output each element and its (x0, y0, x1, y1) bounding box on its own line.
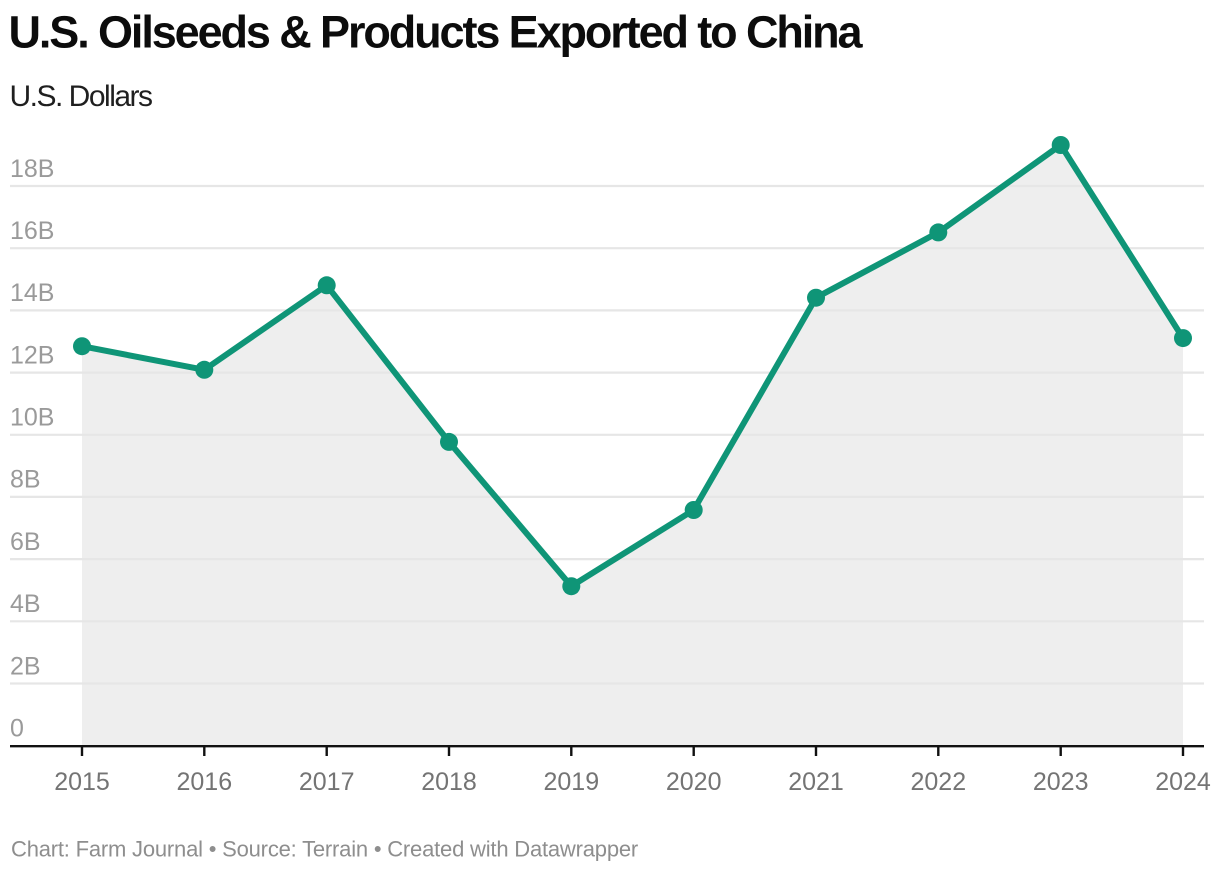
svg-text:2015: 2015 (54, 768, 110, 796)
svg-text:2018: 2018 (421, 768, 477, 796)
svg-text:12B: 12B (10, 341, 54, 369)
svg-text:4B: 4B (10, 590, 41, 618)
svg-text:U.S. Oilseeds & Products Expor: U.S. Oilseeds & Products Exported to Chi… (9, 7, 864, 58)
svg-text:2021: 2021 (788, 768, 844, 796)
svg-text:Chart: Farm Journal • Source:: Chart: Farm Journal • Source: Terrain • … (11, 837, 638, 862)
svg-text:2016: 2016 (176, 768, 232, 796)
svg-text:2019: 2019 (543, 768, 599, 796)
svg-text:8B: 8B (10, 466, 41, 494)
svg-text:2020: 2020 (666, 768, 722, 796)
svg-text:2023: 2023 (1033, 768, 1089, 796)
svg-text:2022: 2022 (910, 768, 966, 796)
svg-text:2017: 2017 (299, 768, 355, 796)
svg-text:18B: 18B (10, 155, 54, 183)
svg-text:2B: 2B (10, 652, 41, 680)
svg-text:16B: 16B (10, 217, 54, 245)
svg-text:10B: 10B (10, 404, 54, 432)
svg-text:6B: 6B (10, 528, 41, 556)
svg-text:U.S. Dollars: U.S. Dollars (10, 80, 153, 113)
svg-text:14B: 14B (10, 279, 54, 307)
svg-text:2024: 2024 (1155, 768, 1211, 796)
svg-text:0: 0 (10, 714, 24, 742)
